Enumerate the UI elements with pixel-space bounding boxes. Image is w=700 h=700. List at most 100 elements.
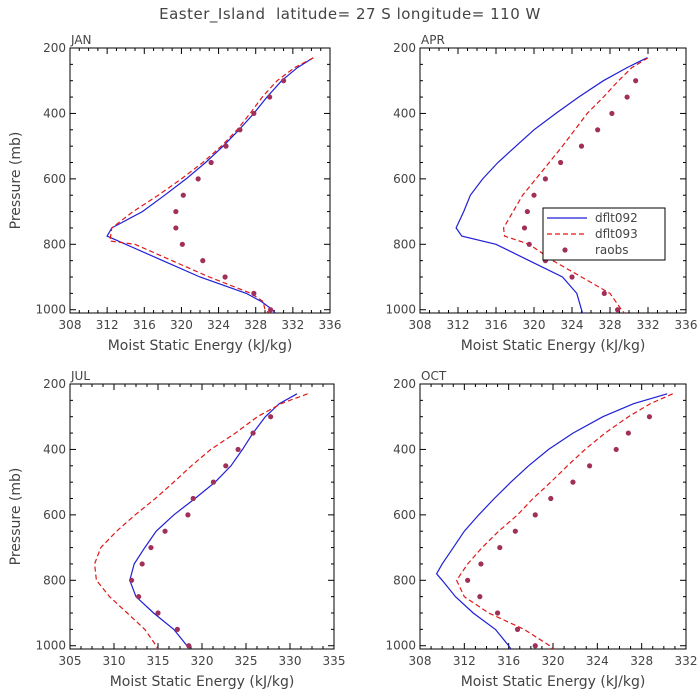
- figure-title: Easter_Island latitude= 27 S longitude= …: [159, 5, 541, 24]
- raobs-point: [624, 94, 630, 100]
- series-line-dflt092: [129, 393, 298, 649]
- raobs-point: [222, 274, 228, 280]
- x-tick-label: 320: [542, 654, 565, 668]
- raobs-point: [532, 643, 538, 649]
- plot-frame: [419, 47, 687, 314]
- chart-panel-apr: APR 308 312 316 320 324 328 332 336 200 400 600 800 1…: [385, 33, 697, 354]
- y-tick-label: 800: [43, 573, 66, 587]
- x-axis-label: Moist Static Energy (kJ/kg): [461, 674, 646, 690]
- raobs-point: [173, 208, 179, 215]
- raobs-point: [250, 430, 256, 436]
- plot-frame: [419, 383, 687, 650]
- y-tick-label: 400: [393, 442, 416, 456]
- x-tick-label: 308: [409, 318, 432, 332]
- raobs-point: [162, 528, 168, 534]
- raobs-point: [494, 610, 501, 616]
- raobs-point: [186, 643, 192, 649]
- y-tick-label: 400: [43, 106, 66, 120]
- raobs-point: [532, 512, 538, 518]
- legend-marker-raobs: [562, 247, 568, 253]
- x-tick-label: 320: [523, 318, 546, 332]
- raobs-point: [173, 225, 179, 231]
- raobs-point: [465, 577, 471, 583]
- raobs-point: [208, 159, 214, 166]
- y-tick-label: 200: [43, 41, 66, 55]
- x-tick-label: 310: [103, 654, 126, 668]
- raobs-point: [129, 577, 135, 583]
- y-tick-label: 800: [43, 237, 66, 251]
- y-tick-label: 1000: [385, 639, 416, 653]
- legend: dflt092 dflt093 raobs: [542, 207, 666, 261]
- x-tick-label: 328: [244, 318, 267, 332]
- raobs-point: [558, 159, 564, 166]
- x-axis-label: Moist Static Energy (kJ/kg): [461, 338, 646, 354]
- raobs-point: [139, 561, 145, 567]
- raobs-point: [524, 208, 530, 215]
- raobs-point: [267, 307, 274, 313]
- x-tick-label: 312: [447, 318, 470, 332]
- x-tick-label: 324: [207, 318, 230, 332]
- x-tick-label: 335: [323, 654, 346, 668]
- y-tick-label: 600: [393, 508, 416, 522]
- x-tick-label: 316: [133, 318, 156, 332]
- y-tick-label: 1000: [385, 303, 416, 317]
- x-axis-label: Moist Static Energy (kJ/kg): [108, 338, 293, 354]
- y-tick-label: 800: [393, 237, 416, 251]
- panel-title: JAN: [70, 33, 92, 47]
- series-line-dflt093: [502, 57, 649, 313]
- x-tick-label: 308: [409, 654, 432, 668]
- raobs-point: [237, 127, 243, 133]
- x-tick-label: 324: [586, 654, 609, 668]
- series-line-dflt092: [455, 57, 648, 313]
- plot-frame: [69, 383, 335, 650]
- y-tick-label: 400: [43, 442, 66, 456]
- series-line-dflt093: [109, 57, 314, 313]
- raobs-point: [223, 463, 229, 469]
- raobs-point: [155, 610, 161, 616]
- raobs-point: [609, 110, 615, 117]
- y-tick-label: 200: [393, 41, 416, 55]
- y-tick-label: 400: [393, 106, 416, 120]
- raobs-point: [195, 176, 201, 182]
- raobs-point: [578, 143, 585, 149]
- legend-label-dflt092: dflt092: [595, 211, 638, 225]
- y-tick-label: 800: [393, 573, 416, 587]
- x-tick-label: 332: [281, 318, 304, 332]
- x-tick-label: 336: [319, 318, 342, 332]
- raobs-point: [586, 463, 593, 469]
- x-tick-label: 312: [453, 654, 476, 668]
- x-tick-label: 336: [675, 318, 698, 332]
- x-tick-label: 320: [191, 654, 214, 668]
- raobs-point: [148, 544, 154, 551]
- y-tick-label: 1000: [35, 639, 66, 653]
- raobs-point: [180, 192, 186, 198]
- raobs-point: [613, 446, 619, 453]
- raobs-point: [570, 479, 576, 485]
- raobs-point: [595, 127, 601, 133]
- series-line-dflt092: [106, 57, 314, 313]
- x-tick-label: 325: [235, 654, 258, 668]
- series-line-dflt092: [435, 393, 668, 649]
- legend-label-dflt093: dflt093: [595, 227, 638, 241]
- raobs-point: [268, 414, 274, 420]
- raobs-point: [179, 241, 185, 247]
- raobs-point: [512, 528, 518, 534]
- x-axis-label: Moist Static Energy (kJ/kg): [110, 674, 295, 690]
- raobs-point: [542, 176, 549, 182]
- raobs-point: [200, 258, 206, 264]
- x-tick-label: 316: [485, 318, 508, 332]
- y-axis-label: Pressure (mb): [8, 132, 24, 230]
- series-line-dflt093: [93, 393, 308, 649]
- raobs-point: [569, 274, 575, 280]
- raobs-point: [280, 78, 287, 84]
- panel-title: JUL: [70, 369, 90, 383]
- x-tick-label: 332: [637, 318, 660, 332]
- raobs-point: [267, 94, 273, 100]
- raobs-point: [625, 430, 631, 436]
- raobs-point: [521, 225, 528, 231]
- chart-panel-jan: JAN 308 312 316 320 324 328 332 336 200 400 600 800 1…: [8, 33, 341, 354]
- raobs-point: [548, 495, 554, 502]
- x-tick-label: 320: [170, 318, 193, 332]
- raobs-point: [223, 143, 229, 149]
- x-tick-label: 332: [675, 654, 698, 668]
